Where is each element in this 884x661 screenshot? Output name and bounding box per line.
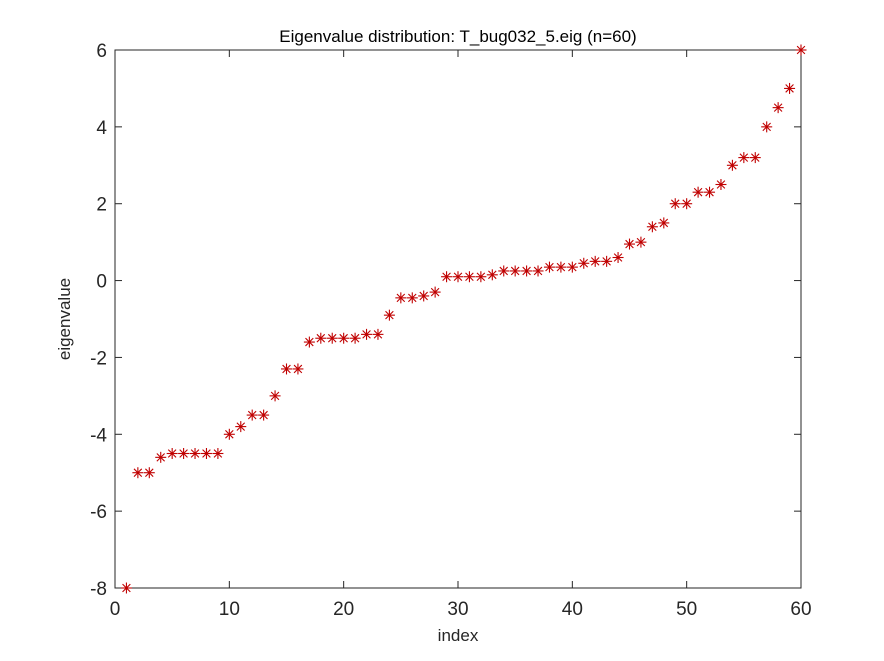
y-tick-label: 4 bbox=[96, 118, 107, 139]
data-point bbox=[738, 152, 750, 164]
data-point bbox=[486, 269, 498, 281]
data-point bbox=[349, 332, 361, 344]
data-point bbox=[715, 179, 727, 190]
data-point bbox=[258, 409, 270, 421]
y-tick-label: 0 bbox=[96, 272, 107, 293]
data-point bbox=[281, 363, 292, 375]
y-axis-label: eigenvalue bbox=[55, 278, 74, 360]
data-point bbox=[303, 336, 315, 348]
data-point bbox=[178, 448, 190, 459]
data-point bbox=[212, 448, 224, 459]
data-point bbox=[669, 198, 681, 210]
data-point bbox=[498, 265, 510, 277]
y-tick-label: 2 bbox=[96, 195, 107, 216]
data-point bbox=[566, 261, 578, 273]
x-tick-label: 20 bbox=[333, 599, 354, 620]
data-point bbox=[749, 152, 761, 164]
data-point bbox=[509, 265, 521, 277]
y-tick-label: -4 bbox=[90, 425, 107, 446]
data-point bbox=[292, 363, 304, 375]
data-point bbox=[235, 421, 247, 433]
data-point bbox=[658, 217, 670, 229]
data-point bbox=[246, 409, 258, 421]
data-point bbox=[463, 271, 475, 283]
data-point bbox=[166, 448, 178, 459]
data-point bbox=[395, 292, 407, 304]
data-point bbox=[681, 198, 693, 210]
data-point bbox=[315, 332, 327, 344]
y-tick-label: 6 bbox=[96, 41, 107, 62]
x-tick-label: 10 bbox=[219, 599, 240, 620]
data-point bbox=[120, 582, 132, 594]
data-point bbox=[475, 271, 487, 283]
data-point bbox=[200, 448, 212, 459]
data-point bbox=[132, 467, 144, 479]
data-point bbox=[143, 467, 155, 479]
y-tick-labels: -8 -6 -4 -2 0 2 4 6 bbox=[90, 41, 107, 600]
data-point bbox=[761, 121, 773, 133]
data-point bbox=[441, 271, 453, 283]
data-point bbox=[589, 255, 601, 267]
data-point bbox=[601, 255, 613, 267]
data-point bbox=[612, 252, 624, 264]
data-point bbox=[635, 236, 647, 248]
y-tick-label: -8 bbox=[90, 579, 107, 600]
data-point bbox=[795, 44, 807, 56]
plot-area bbox=[114, 49, 802, 589]
data-point bbox=[189, 448, 201, 459]
data-point bbox=[326, 332, 338, 344]
data-point bbox=[155, 451, 167, 463]
y-tick-label: -6 bbox=[90, 502, 107, 523]
x-tick-label: 60 bbox=[790, 599, 811, 620]
data-point bbox=[418, 290, 430, 302]
data-point bbox=[372, 328, 384, 340]
data-point bbox=[704, 186, 716, 198]
data-point bbox=[429, 286, 441, 298]
data-point bbox=[406, 292, 418, 304]
data-point bbox=[784, 82, 796, 94]
data-point bbox=[383, 309, 395, 321]
data-point bbox=[338, 332, 350, 344]
data-point bbox=[269, 390, 281, 402]
data-point bbox=[646, 221, 658, 233]
data-point bbox=[361, 328, 373, 340]
x-axis-label: index bbox=[438, 626, 479, 645]
data-point bbox=[692, 186, 704, 198]
data-point bbox=[578, 257, 590, 269]
x-tick-label: 0 bbox=[110, 599, 121, 620]
x-tick-label: 40 bbox=[562, 599, 583, 620]
data-point bbox=[543, 261, 555, 273]
data-point bbox=[772, 102, 784, 114]
data-point bbox=[624, 238, 635, 250]
data-point bbox=[223, 428, 235, 440]
data-point bbox=[555, 261, 567, 273]
chart-title: Eigenvalue distribution: T_bug032_5.eig … bbox=[279, 27, 636, 46]
data-point bbox=[532, 265, 544, 277]
x-tick-label: 50 bbox=[676, 599, 697, 620]
data-point bbox=[452, 271, 464, 283]
data-point bbox=[726, 159, 738, 171]
x-tick-label: 30 bbox=[447, 599, 468, 620]
y-tick-label: -2 bbox=[90, 348, 107, 369]
x-tick-labels: 0 10 20 30 40 50 60 bbox=[110, 599, 812, 620]
data-points bbox=[120, 44, 807, 594]
data-point bbox=[521, 265, 533, 277]
